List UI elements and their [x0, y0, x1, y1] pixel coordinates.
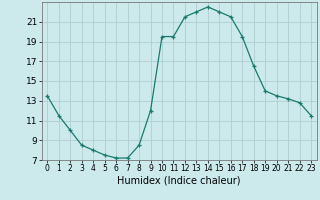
- X-axis label: Humidex (Indice chaleur): Humidex (Indice chaleur): [117, 176, 241, 186]
